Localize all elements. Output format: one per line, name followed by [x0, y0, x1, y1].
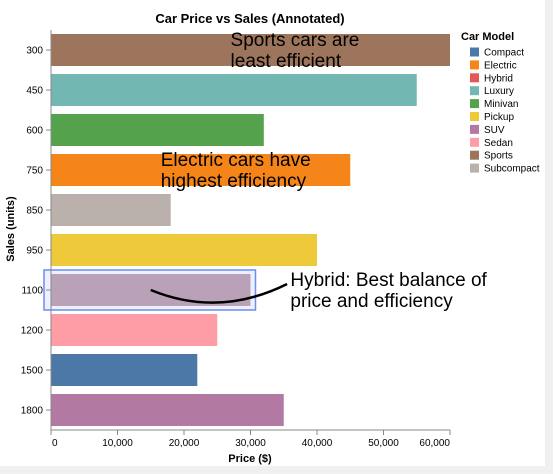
legend-swatch [470, 86, 479, 96]
highlight-layer [43, 269, 288, 311]
legend-label: Electric [484, 60, 517, 71]
legend-label: Pickup [484, 112, 514, 123]
annotation-text: Electric cars have [161, 150, 311, 171]
bar-minivan [51, 114, 264, 146]
chart-title: Car Price vs Sales (Annotated) [155, 11, 344, 26]
legend-title: Car Model [461, 31, 514, 43]
x-tick-label: 30,000 [235, 438, 266, 449]
bar-suv [51, 394, 284, 426]
y-tick-label: 850 [26, 206, 43, 217]
y-tick-label: 600 [26, 126, 43, 137]
legend-swatch [470, 60, 479, 70]
annotation-text: Sports cars are [231, 30, 360, 51]
legend-swatch [470, 112, 479, 121]
x-tick-label: 20,000 [169, 438, 200, 449]
legend-label: Sports [484, 151, 513, 162]
y-tick-label: 450 [26, 86, 43, 97]
y-tick-label: 1200 [21, 326, 44, 337]
legend-swatch [470, 124, 479, 134]
legend-swatch [470, 47, 479, 57]
chart-frame: Car Price vs Sales (Annotated) Sales (un… [0, 0, 545, 466]
bar-pickup [51, 234, 317, 266]
legend-label: Compact [484, 48, 524, 59]
legend-label: Minivan [484, 99, 518, 110]
x-axis-title: Price ($) [228, 453, 272, 465]
x-tick-label: 60,000 [419, 438, 450, 449]
bar-sedan [51, 314, 218, 346]
axes-layer: 300 450 600 750 850 950 1100 1200 1500 1800 0 10,00… [21, 30, 451, 449]
bar-compact [51, 354, 198, 386]
x-tick-label: 50,000 [368, 438, 399, 449]
legend-swatch [470, 137, 479, 147]
x-tick-label: 40,000 [302, 438, 333, 449]
legend-label: Sedan [484, 138, 513, 149]
bar-sports [51, 34, 450, 66]
legend-label: SUV [484, 125, 505, 136]
y-tick-label: 950 [26, 246, 43, 257]
x-tick-label: 10,000 [102, 438, 133, 449]
legend-swatch [470, 99, 479, 109]
annotation-text: least efficient [231, 51, 342, 72]
bar-subcompact [51, 194, 171, 226]
legend-swatch [470, 150, 479, 160]
annotation-curve [150, 282, 288, 304]
annotation-text: highest efficiency [161, 171, 307, 192]
y-tick-label: 1100 [21, 286, 43, 297]
annotation-text: price and efficiency [290, 291, 453, 312]
y-axis-title: Sales (units) [5, 196, 17, 262]
legend-label: Hybrid [484, 73, 513, 84]
x-tick-label: 0 [52, 438, 58, 449]
y-tick-label: 300 [26, 46, 43, 57]
y-tick-label: 750 [26, 166, 43, 177]
bar-electric [51, 154, 351, 186]
legend-label: Subcompact [484, 164, 540, 175]
bar-chart: Car Price vs Sales (Annotated) Sales (un… [5, 11, 540, 465]
legend-swatch [470, 73, 479, 83]
highlight-box [43, 269, 257, 311]
bars-layer [51, 34, 450, 426]
y-tick-label: 1800 [21, 406, 44, 417]
legend-label: Luxury [484, 86, 514, 97]
annotation-text: Hybrid: Best balance of [290, 270, 487, 291]
y-tick-label: 1500 [21, 366, 44, 377]
legend-swatch [470, 163, 479, 173]
bar-luxury [51, 74, 417, 106]
